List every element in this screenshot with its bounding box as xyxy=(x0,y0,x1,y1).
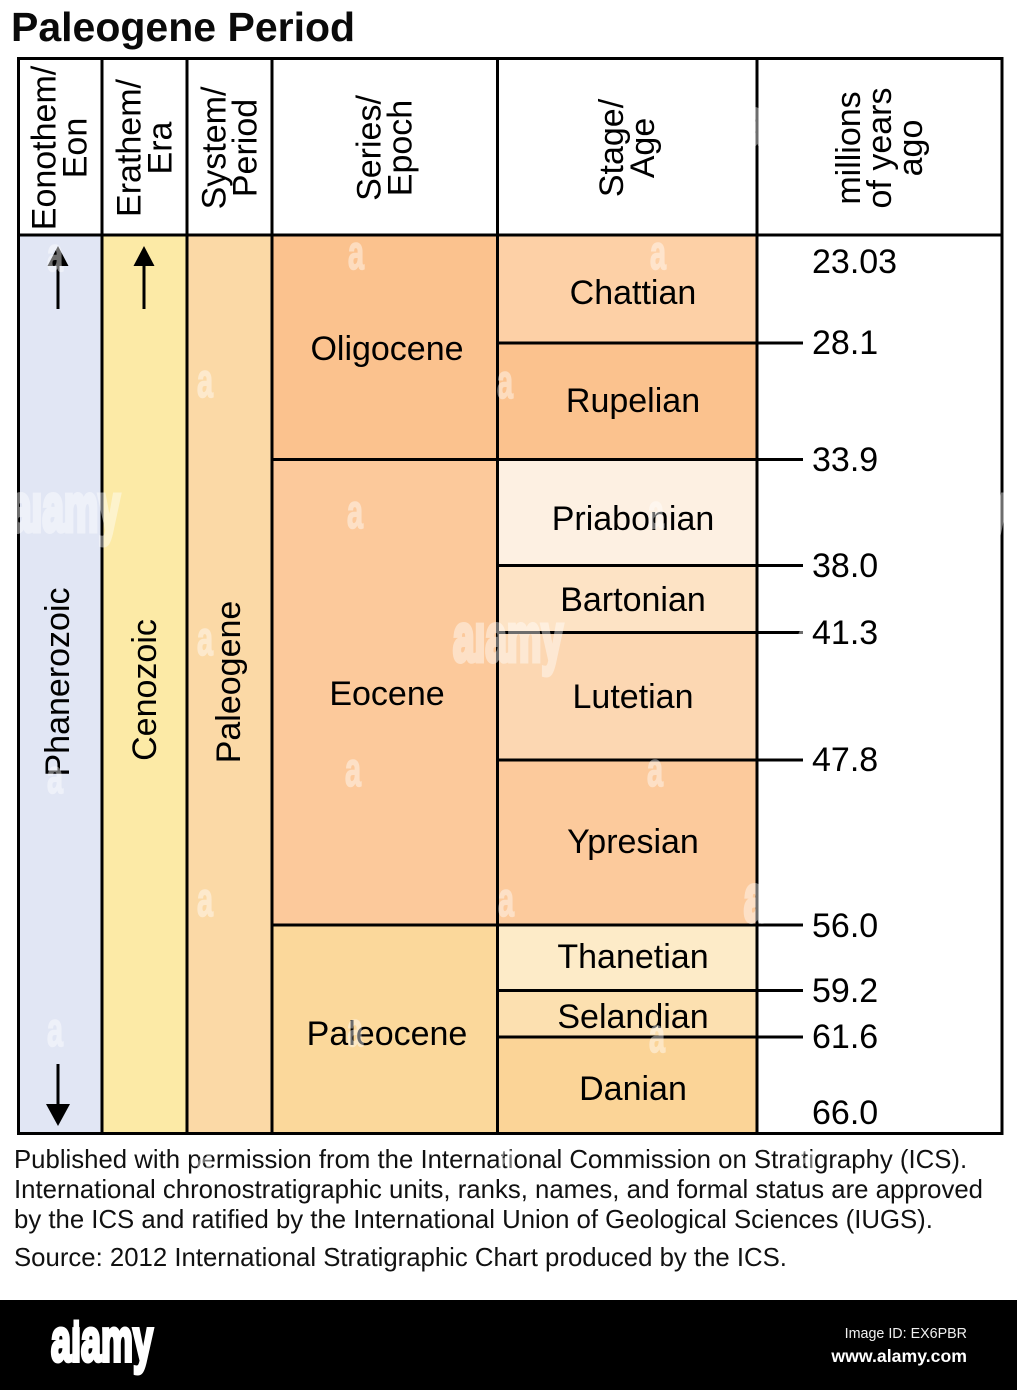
svg-text:a: a xyxy=(798,356,815,409)
svg-text:Eon: Eon xyxy=(57,118,95,179)
svg-text:59.2: 59.2 xyxy=(812,972,878,1010)
svg-text:a: a xyxy=(47,1004,64,1057)
svg-text:Chattian: Chattian xyxy=(570,274,697,312)
svg-text:Eonothem/: Eonothem/ xyxy=(26,65,64,230)
svg-text:Source: 2012 International Str: Source: 2012 International Stratigraphic… xyxy=(14,1244,787,1272)
svg-text:a: a xyxy=(798,1132,815,1185)
svg-text:66.0: 66.0 xyxy=(812,1094,878,1132)
svg-text:a: a xyxy=(47,751,64,804)
svg-text:Epoch: Epoch xyxy=(382,100,420,196)
svg-text:Phanerozoic: Phanerozoic xyxy=(39,587,77,776)
svg-text:Published with permission from: Published with permission from the Inter… xyxy=(14,1146,967,1174)
svg-text:a: a xyxy=(650,227,667,280)
svg-text:a: a xyxy=(950,227,967,280)
svg-text:56.0: 56.0 xyxy=(812,907,878,945)
svg-text:a: a xyxy=(744,86,766,160)
svg-text:a: a xyxy=(197,355,214,408)
svg-text:aıamy: aıamy xyxy=(51,1308,153,1375)
svg-text:a: a xyxy=(47,229,64,282)
svg-text:International chronostratigrap: International chronostratigraphic units,… xyxy=(14,1176,983,1204)
svg-text:61.6: 61.6 xyxy=(812,1018,878,1056)
svg-text:23.03: 23.03 xyxy=(812,243,897,281)
svg-text:aıamy: aıamy xyxy=(898,470,1008,546)
svg-text:Oligocene: Oligocene xyxy=(310,330,463,368)
svg-text:a: a xyxy=(345,744,362,797)
svg-text:Paleocene: Paleocene xyxy=(307,1015,468,1053)
svg-text:a: a xyxy=(648,486,665,539)
svg-text:Paleogene: Paleogene xyxy=(210,601,248,764)
svg-text:a: a xyxy=(347,1004,364,1057)
svg-text:Paleogene Period: Paleogene Period xyxy=(11,4,355,50)
svg-text:41.3: 41.3 xyxy=(812,614,878,652)
svg-text:a: a xyxy=(348,227,365,280)
svg-text:Lutetian: Lutetian xyxy=(573,678,694,716)
svg-text:of years: of years xyxy=(861,88,899,209)
svg-text:a: a xyxy=(497,356,514,409)
svg-text:Image ID: EX6PBR: Image ID: EX6PBR xyxy=(845,1326,967,1342)
svg-text:a: a xyxy=(950,1004,967,1057)
svg-text:millions: millions xyxy=(830,91,868,204)
svg-text:33.9: 33.9 xyxy=(812,441,878,479)
svg-text:38.0: 38.0 xyxy=(812,547,878,585)
svg-text:Period: Period xyxy=(227,99,265,197)
svg-text:Priabonian: Priabonian xyxy=(552,500,715,538)
svg-text:Stage/: Stage/ xyxy=(593,98,631,197)
svg-text:aıamy: aıamy xyxy=(10,470,120,546)
svg-text:Thanetian: Thanetian xyxy=(557,938,708,976)
svg-text:System/: System/ xyxy=(196,86,234,209)
svg-text:aıamy: aıamy xyxy=(453,600,563,676)
svg-text:a: a xyxy=(744,862,766,936)
svg-text:Eocene: Eocene xyxy=(329,675,444,713)
svg-text:by the ICS and ratified by the: by the ICS and ratified by the Internati… xyxy=(14,1206,933,1234)
svg-text:a: a xyxy=(948,486,965,539)
svg-text:a: a xyxy=(798,874,815,927)
svg-text:Rupelian: Rupelian xyxy=(566,382,700,420)
svg-text:Erathem/: Erathem/ xyxy=(111,78,149,216)
svg-text:a: a xyxy=(347,486,364,539)
svg-text:a: a xyxy=(649,1010,666,1063)
svg-text:a: a xyxy=(197,613,214,666)
svg-text:a: a xyxy=(498,874,515,927)
svg-text:a: a xyxy=(647,744,664,797)
svg-text:a: a xyxy=(197,874,214,927)
svg-text:Series/: Series/ xyxy=(351,95,389,201)
svg-text:Ypresian: Ypresian xyxy=(567,823,699,861)
svg-text:www.alamy.com: www.alamy.com xyxy=(830,1346,967,1366)
svg-text:Era: Era xyxy=(142,121,180,174)
svg-text:Cenozoic: Cenozoic xyxy=(126,619,164,761)
svg-text:28.1: 28.1 xyxy=(812,324,878,362)
svg-text:Bartonian: Bartonian xyxy=(560,581,706,619)
svg-text:a: a xyxy=(797,613,814,666)
svg-text:47.8: 47.8 xyxy=(812,741,878,779)
svg-text:a: a xyxy=(197,1132,214,1185)
svg-text:a: a xyxy=(947,744,964,797)
svg-text:Selandian: Selandian xyxy=(557,998,708,1036)
svg-text:Age: Age xyxy=(624,118,662,179)
svg-text:a: a xyxy=(498,1132,515,1185)
svg-text:Danian: Danian xyxy=(579,1070,687,1108)
svg-text:ago: ago xyxy=(892,120,930,177)
